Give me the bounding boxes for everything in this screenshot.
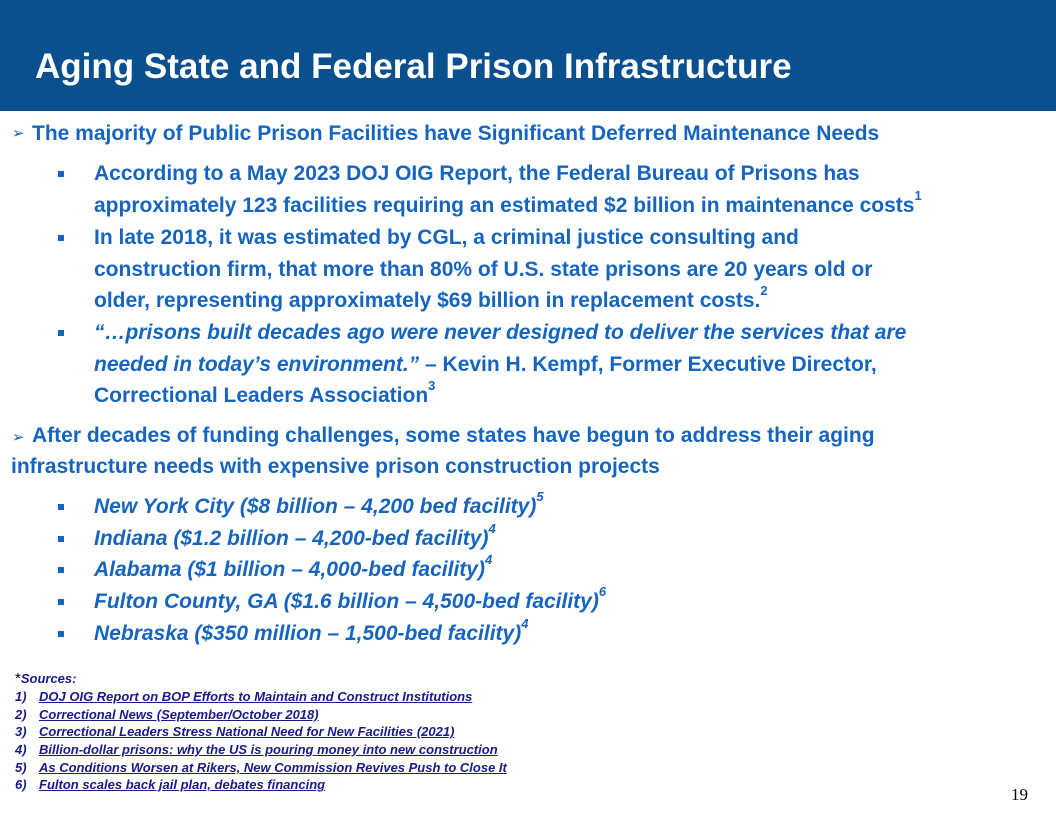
- footnote-ref: 2: [760, 283, 768, 298]
- square-bullet-icon: [58, 504, 64, 510]
- arrow-bullet-icon: ➢: [12, 429, 25, 446]
- sources-label: Sources:: [20, 671, 77, 686]
- section1-bullet-2: In late 2018, it was estimated by CGL, a…: [94, 222, 1044, 317]
- source-number: 5): [15, 760, 27, 775]
- page-number: 19: [1011, 785, 1028, 804]
- project-text: Fulton County, GA ($1.6 billion – 4,500-…: [94, 590, 599, 613]
- source-number: 4): [15, 742, 27, 757]
- source-link[interactable]: Correctional News (September/October 201…: [39, 707, 319, 722]
- footnote-ref: 3: [428, 378, 436, 393]
- source-item: 2) Correctional News (September/October 2…: [15, 706, 319, 723]
- source-link[interactable]: Billion-dollar prisons: why the US is po…: [39, 742, 498, 757]
- source-item: 5) As Conditions Worsen at Rikers, New Co…: [15, 759, 507, 776]
- source-item: 1) DOJ OIG Report on BOP Efforts to Maint…: [15, 688, 472, 705]
- quote-line: needed in today’s environment.”: [94, 352, 420, 376]
- project-text: New York City ($8 billion – 4,200 bed fa…: [94, 495, 537, 518]
- square-bullet-icon: [58, 599, 64, 605]
- footnote-ref: 6: [598, 584, 607, 599]
- square-bullet-icon: [58, 330, 64, 336]
- quote-attribution-org: Correctional Leaders Association: [94, 384, 429, 407]
- project-text: Alabama ($1 billion – 4,000-bed facility…: [94, 558, 485, 581]
- square-bullet-icon: [58, 235, 64, 241]
- arrow-bullet-icon: ➢: [12, 125, 25, 142]
- source-number: 3): [15, 724, 27, 739]
- source-link[interactable]: DOJ OIG Report on BOP Efforts to Maintai…: [39, 689, 473, 704]
- quote-attribution: – Kevin H. Kempf, Former Executive Direc…: [419, 352, 877, 376]
- source-number: 2): [15, 707, 27, 722]
- bullet-line: older, representing approximately $69 bi…: [94, 289, 761, 312]
- project-item: Indiana ($1.2 billion – 4,200-bed facili…: [94, 521, 1044, 555]
- title-bar: Aging State and Federal Prison Infrastru…: [0, 0, 1056, 111]
- footnote-ref: 4: [484, 552, 493, 567]
- footnote-ref: 1: [914, 187, 922, 203]
- footnote-ref: 4: [521, 616, 529, 631]
- project-text: Nebraska ($350 million – 1,500-bed facil…: [94, 622, 522, 645]
- asterisk: *: [15, 670, 21, 687]
- project-item: Fulton County, GA ($1.6 billion – 4,500-…: [94, 584, 1044, 618]
- bullet-line: construction firm, that more than 80% of…: [94, 257, 873, 281]
- source-item: 4) Billion-dollar prisons: why the US is …: [15, 741, 498, 758]
- source-link[interactable]: As Conditions Worsen at Rikers, New Comm…: [39, 760, 507, 775]
- section1-bullet-3-quote: “…prisons built decades ago were never d…: [94, 317, 1044, 412]
- source-item: 6) Fulton scales back jail plan, debates …: [15, 776, 325, 793]
- bullet-line: In late 2018, it was estimated by CGL, a…: [94, 226, 799, 249]
- square-bullet-icon: [58, 171, 64, 177]
- source-link[interactable]: Correctional Leaders Stress National Nee…: [39, 724, 455, 739]
- square-bullet-icon: [58, 631, 64, 637]
- square-bullet-icon: [58, 536, 64, 542]
- project-item: Alabama ($1 billion – 4,000-bed facility…: [94, 552, 1044, 586]
- section2-heading-line1: After decades of funding challenges, som…: [32, 424, 875, 447]
- footnote-ref: 5: [536, 489, 544, 504]
- source-item: 3) Correctional Leaders Stress National N…: [15, 723, 454, 740]
- source-number: 1): [15, 689, 27, 704]
- section1-bullet-1: According to a May 2023 DOJ OIG Report, …: [94, 158, 1044, 221]
- bullet-line: approximately 123 facilities requiring a…: [94, 193, 915, 217]
- sources-heading: *Sources:: [15, 670, 76, 687]
- section2-heading-line2: infrastructure needs with expensive pris…: [11, 455, 660, 478]
- project-item: New York City ($8 billion – 4,200 bed fa…: [94, 489, 1044, 523]
- page-title: Aging State and Federal Prison Infrastru…: [35, 47, 792, 86]
- source-number: 6): [15, 777, 27, 792]
- square-bullet-icon: [58, 567, 64, 573]
- bullet-line: According to a May 2023 DOJ OIG Report, …: [94, 162, 860, 185]
- source-link[interactable]: Fulton scales back jail plan, debates fi…: [39, 777, 326, 792]
- footnote-ref: 4: [488, 521, 496, 536]
- project-item: Nebraska ($350 million – 1,500-bed facil…: [94, 616, 1044, 650]
- quote-line: “…prisons built decades ago were never d…: [94, 321, 907, 344]
- section1-heading: The majority of Public Prison Facilities…: [32, 122, 880, 145]
- project-text: Indiana ($1.2 billion – 4,200-bed facili…: [94, 527, 489, 550]
